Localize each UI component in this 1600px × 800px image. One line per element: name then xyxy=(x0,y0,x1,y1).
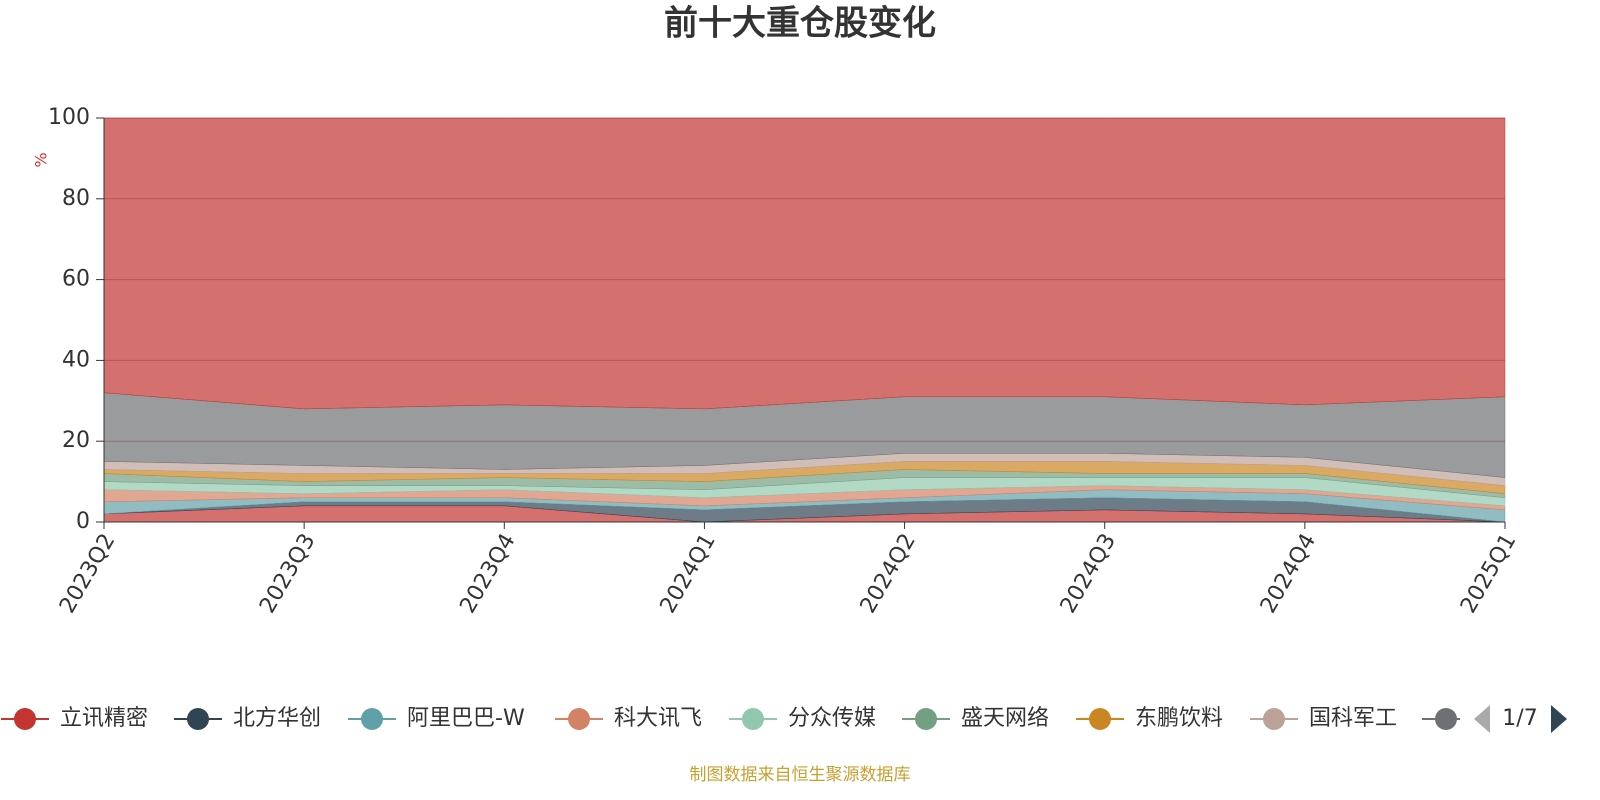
legend-marker xyxy=(361,708,383,730)
legend-label: 科大讯飞 xyxy=(614,706,702,731)
legend-marker xyxy=(187,708,209,730)
source-note: 制图数据来自恒生聚源数据库 xyxy=(690,765,911,785)
legend-marker xyxy=(14,708,36,730)
x-tick-label: 2024Q3 xyxy=(1056,530,1121,618)
legend-label: 北方华创 xyxy=(233,706,321,731)
legend-label: 分众传媒 xyxy=(788,706,876,731)
legend-marker xyxy=(915,708,937,730)
x-tick-label: 2023Q3 xyxy=(255,530,320,618)
x-tick-label: 2024Q2 xyxy=(856,530,921,618)
legend-marker xyxy=(1089,708,1111,730)
legend-marker xyxy=(742,708,764,730)
legend-marker xyxy=(1435,708,1457,730)
x-tick-label: 2023Q4 xyxy=(455,530,520,618)
y-tick-label: 100 xyxy=(48,105,90,130)
y-tick-label: 0 xyxy=(76,509,90,534)
x-tick-label: 2024Q1 xyxy=(656,530,721,618)
legend-prev xyxy=(1474,705,1490,733)
legend-page: 1/7 xyxy=(1502,706,1537,731)
y-tick-label: 40 xyxy=(62,347,90,372)
legend-label: 国科军工 xyxy=(1309,706,1397,731)
x-tick-label: 2025Q1 xyxy=(1456,530,1521,618)
legend-marker xyxy=(568,708,590,730)
legend-partial xyxy=(1422,708,1460,730)
legend-label: 立讯精密 xyxy=(60,706,148,731)
legend-label: 阿里巴巴-W xyxy=(407,706,525,731)
y-axis-label: % xyxy=(32,152,51,167)
y-tick-label: 80 xyxy=(62,186,90,211)
area xyxy=(103,117,1506,410)
x-tick-label: 2024Q4 xyxy=(1256,530,1321,618)
legend-next[interactable] xyxy=(1551,705,1567,733)
y-tick-label: 60 xyxy=(62,267,90,292)
x-tick-label: 2023Q2 xyxy=(55,530,120,618)
legend-label: 盛天网络 xyxy=(961,706,1049,731)
legend-label: 东鹏饮料 xyxy=(1135,706,1223,731)
legend-marker xyxy=(1263,708,1285,730)
chart-title: 前十大重仓股变化 xyxy=(664,4,936,44)
y-tick-label: 20 xyxy=(62,428,90,453)
